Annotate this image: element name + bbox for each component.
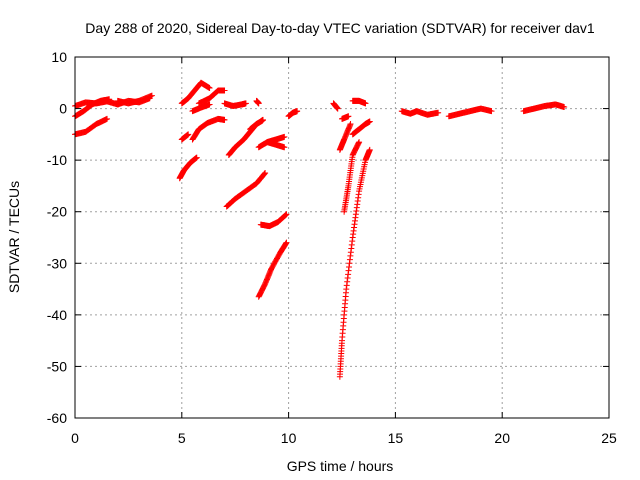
data-point <box>488 108 495 115</box>
data-point <box>255 100 262 107</box>
series-arc-a4 <box>114 92 155 107</box>
data-point <box>281 144 288 151</box>
data-point <box>362 100 369 107</box>
chart-title: Day 288 of 2020, Sidereal Day-to-day VTE… <box>85 20 595 36</box>
data-point <box>262 170 269 177</box>
data-point <box>356 139 363 146</box>
series-arc-g1 <box>520 101 568 115</box>
x-tick-label: 15 <box>388 430 404 446</box>
y-tick-label: -10 <box>47 152 67 168</box>
data-point <box>221 87 228 94</box>
data-point <box>435 109 442 116</box>
y-tick-label: -40 <box>47 307 67 323</box>
y-tick-label: 10 <box>51 49 67 65</box>
y-tick-label: 0 <box>59 101 67 117</box>
data-point <box>334 105 341 112</box>
y-tick-label: -60 <box>47 410 67 426</box>
x-tick-label: 0 <box>71 430 79 446</box>
x-tick-label: 10 <box>281 430 297 446</box>
series-arc-d2 <box>330 100 341 112</box>
data-point <box>260 171 267 178</box>
data-point <box>345 113 352 120</box>
series-arc-d1 <box>285 108 301 120</box>
data-point <box>206 84 213 91</box>
series-arc-e4 <box>349 118 373 138</box>
data-point <box>282 212 289 219</box>
data-points <box>72 79 568 380</box>
series-arc-f2 <box>445 105 495 120</box>
y-axis-ticks: 10 0 -10 -20 -30 -40 -50 -60 <box>47 49 609 426</box>
series-arc-c3 <box>247 116 266 133</box>
data-point <box>185 131 192 138</box>
series-arc-d3 <box>339 113 352 122</box>
series-arc-a3 <box>72 115 111 138</box>
x-axis-label: GPS time / hours <box>287 458 394 474</box>
series-arc-c5 <box>223 170 269 210</box>
series-arc-c7 <box>264 139 288 151</box>
data-point <box>347 121 354 128</box>
y-tick-label: -30 <box>47 255 67 271</box>
data-point <box>366 118 373 125</box>
data-point <box>261 170 268 177</box>
data-point <box>561 104 568 111</box>
data-point <box>242 100 249 107</box>
series-arc-b1 <box>176 154 200 182</box>
data-point <box>104 115 111 122</box>
data-point <box>283 211 290 218</box>
series-arc-c1 <box>221 100 249 109</box>
series-arc-d4 <box>349 97 369 107</box>
data-point <box>283 239 290 246</box>
data-point <box>221 116 228 123</box>
series-arc-c8 <box>257 211 290 230</box>
x-axis-ticks: 0 5 10 15 20 25 <box>71 57 617 446</box>
series-arc-e3 <box>336 121 354 153</box>
y-tick-label: -20 <box>47 204 67 220</box>
data-point <box>148 92 155 99</box>
data-point <box>259 116 266 123</box>
data-point <box>366 146 373 153</box>
series-arc-b3 <box>189 115 228 143</box>
series-arc-b2 <box>178 131 192 143</box>
y-tick-label: -50 <box>47 358 67 374</box>
series-arc-c9 <box>255 239 290 300</box>
data-point <box>282 211 289 218</box>
series-arc-e2 <box>341 139 363 215</box>
data-point <box>206 101 213 108</box>
x-tick-label: 25 <box>601 430 617 446</box>
series-arc-b5 <box>195 87 228 107</box>
x-tick-label: 20 <box>494 430 510 446</box>
series-arc-a2 <box>72 96 113 120</box>
data-point <box>193 154 200 161</box>
y-axis-label: SDTVAR / TECUs <box>6 181 22 293</box>
series-arc-f1 <box>398 108 442 118</box>
x-tick-label: 5 <box>178 430 186 446</box>
series-arc-e1 <box>336 146 373 380</box>
series-arc-c4 <box>253 97 262 107</box>
data-point <box>106 96 113 103</box>
data-point <box>281 133 288 140</box>
data-point <box>294 108 301 115</box>
series-arc-b4 <box>178 79 213 107</box>
plot-frame <box>74 56 610 419</box>
series-arc-b6 <box>189 101 213 115</box>
